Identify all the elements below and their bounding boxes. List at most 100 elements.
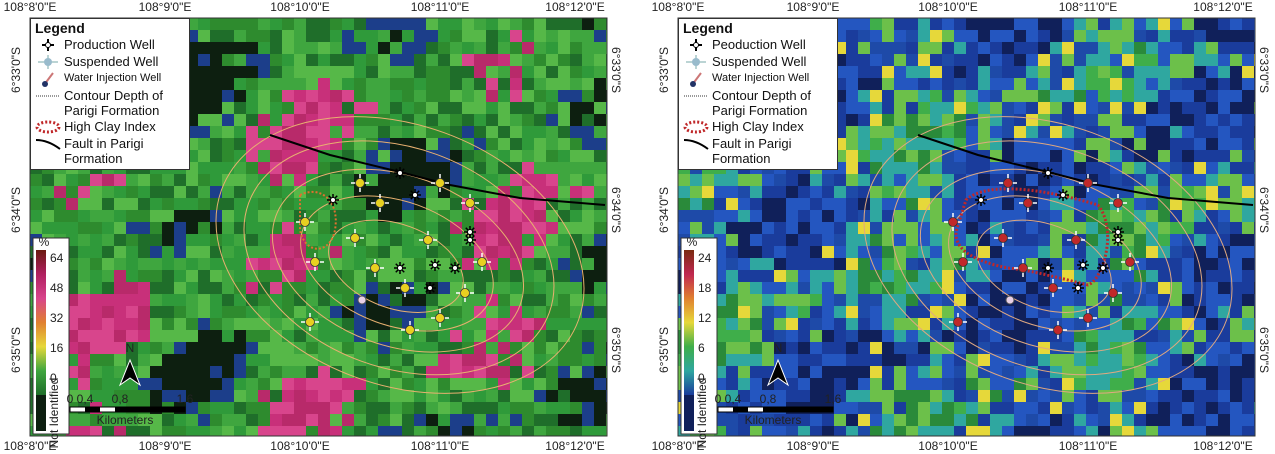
raster-cell	[546, 426, 558, 436]
raster-cell	[750, 318, 762, 330]
raster-cell	[342, 414, 354, 426]
raster-cell	[1182, 390, 1194, 402]
raster-cell	[210, 90, 222, 102]
raster-cell	[1182, 282, 1194, 294]
raster-cell	[882, 366, 894, 378]
raster-cell	[546, 54, 558, 66]
raster-cell	[1242, 414, 1254, 426]
raster-cell	[1134, 102, 1146, 114]
raster-cell	[246, 234, 258, 246]
raster-cell	[498, 42, 510, 54]
raster-cell	[906, 222, 918, 234]
raster-cell	[846, 246, 858, 258]
raster-cell	[102, 174, 114, 186]
raster-cell	[822, 186, 834, 198]
raster-cell	[1122, 30, 1134, 42]
raster-cell	[462, 102, 474, 114]
raster-cell	[762, 258, 774, 270]
raster-cell	[354, 306, 366, 318]
raster-cell	[1182, 42, 1194, 54]
raster-cell	[258, 114, 270, 126]
raster-cell	[498, 246, 510, 258]
raster-cell	[1050, 114, 1062, 126]
raster-cell	[210, 378, 222, 390]
raster-cell	[450, 54, 462, 66]
raster-cell	[918, 366, 930, 378]
raster-cell	[366, 174, 378, 186]
raster-cell	[930, 378, 942, 390]
raster-cell	[822, 210, 834, 222]
raster-cell	[1218, 54, 1230, 66]
raster-cell	[450, 378, 462, 390]
raster-cell	[1170, 414, 1182, 426]
raster-cell	[558, 102, 570, 114]
raster-cell	[1170, 174, 1182, 186]
raster-cell	[126, 306, 138, 318]
raster-cell	[594, 150, 606, 162]
raster-cell	[882, 66, 894, 78]
raster-cell	[1218, 162, 1230, 174]
raster-cell	[1242, 66, 1254, 78]
raster-cell	[1158, 30, 1170, 42]
legend-symbol	[35, 119, 61, 135]
raster-cell	[138, 366, 150, 378]
well-dot	[356, 179, 365, 188]
raster-cell	[1122, 330, 1134, 342]
raster-cell	[78, 222, 90, 234]
raster-cell	[66, 186, 78, 198]
raster-cell	[114, 282, 126, 294]
raster-cell	[1050, 30, 1062, 42]
raster-cell	[966, 42, 978, 54]
star-core	[453, 266, 458, 271]
legend-symbol	[35, 88, 61, 104]
raster-cell	[234, 174, 246, 186]
raster-cell	[942, 306, 954, 318]
top-coord-label: 108°8'0"E	[652, 0, 705, 14]
raster-cell	[474, 330, 486, 342]
raster-cell	[810, 282, 822, 294]
raster-cell	[1026, 30, 1038, 42]
raster-cell	[282, 402, 294, 414]
raster-cell	[1086, 234, 1098, 246]
raster-cell	[210, 18, 222, 30]
raster-cell	[1038, 102, 1050, 114]
raster-cell	[1134, 162, 1146, 174]
raster-cell	[738, 210, 750, 222]
star-core	[1116, 238, 1121, 243]
raster-cell	[750, 342, 762, 354]
raster-cell	[222, 66, 234, 78]
raster-cell	[246, 54, 258, 66]
raster-cell	[930, 54, 942, 66]
raster-cell	[1206, 102, 1218, 114]
raster-cell	[1086, 42, 1098, 54]
raster-cell	[1062, 66, 1074, 78]
raster-cell	[318, 222, 330, 234]
raster-cell	[954, 426, 966, 436]
raster-cell	[774, 174, 786, 186]
raster-cell	[258, 186, 270, 198]
raster-cell	[918, 342, 930, 354]
raster-cell	[126, 222, 138, 234]
raster-cell	[246, 222, 258, 234]
raster-cell	[198, 54, 210, 66]
raster-cell	[1170, 210, 1182, 222]
raster-cell	[486, 66, 498, 78]
raster-cell	[186, 186, 198, 198]
raster-cell	[834, 342, 846, 354]
raster-cell	[858, 414, 870, 426]
raster-cell	[414, 102, 426, 114]
legend-item: High Clay Index	[683, 119, 833, 135]
raster-cell	[942, 198, 954, 210]
raster-cell	[246, 366, 258, 378]
raster-cell	[846, 366, 858, 378]
raster-cell	[594, 186, 606, 198]
raster-cell	[174, 414, 186, 426]
raster-cell	[1122, 402, 1134, 414]
raster-cell	[798, 234, 810, 246]
raster-cell	[738, 306, 750, 318]
raster-cell	[846, 54, 858, 66]
production-well	[424, 282, 436, 294]
raster-cell	[906, 90, 918, 102]
raster-cell	[1158, 222, 1170, 234]
raster-cell	[510, 282, 522, 294]
